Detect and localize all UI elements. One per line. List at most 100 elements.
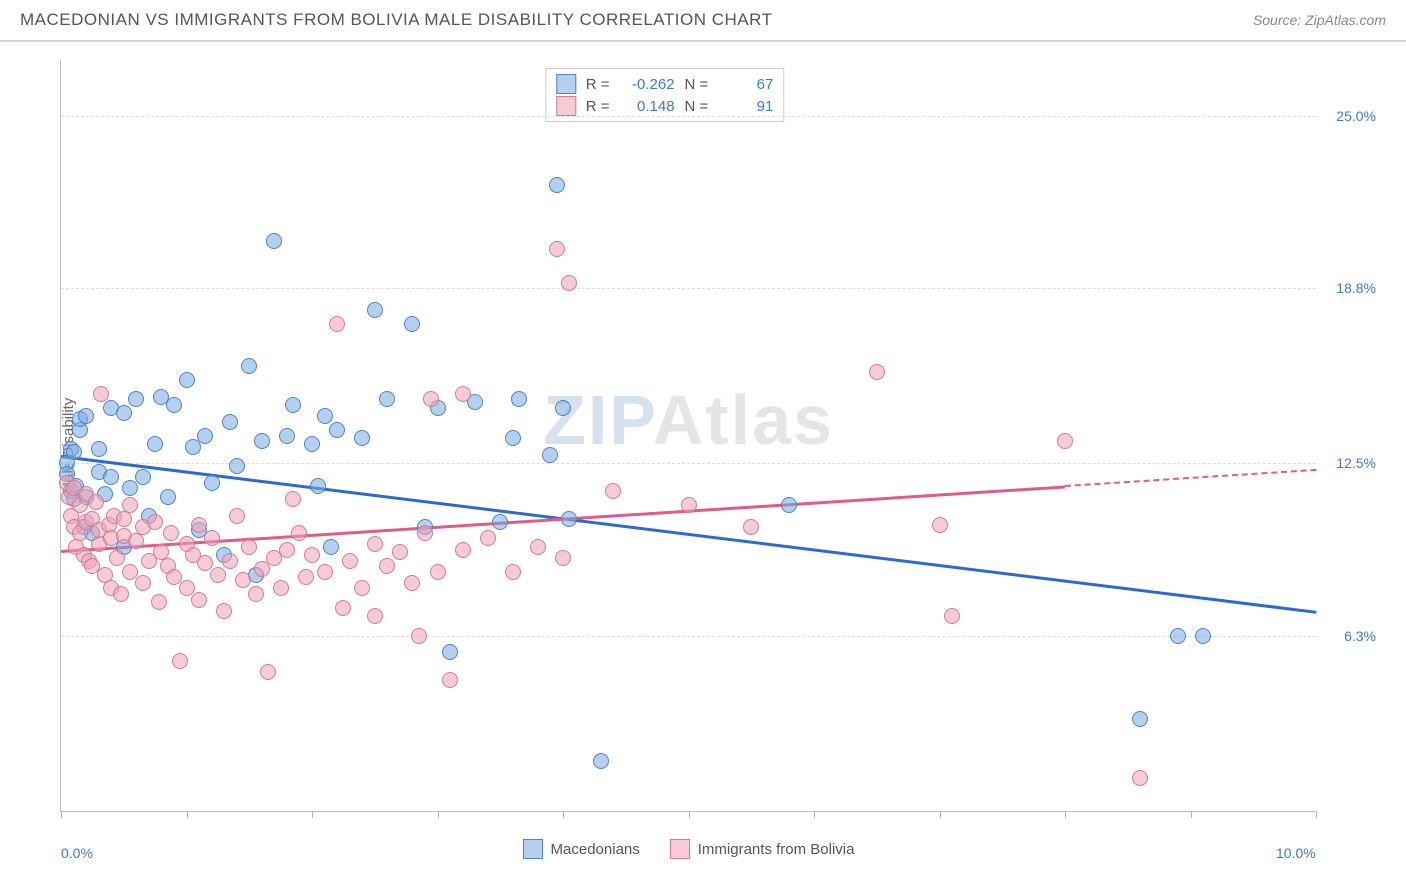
n-value: 67 [718, 76, 773, 93]
data-point [404, 575, 420, 591]
legend-series: Macedonians Immigrants from Bolivia [523, 839, 855, 859]
data-point [304, 547, 320, 563]
data-point [304, 436, 320, 452]
x-tick-label: 0.0% [61, 845, 93, 861]
chart-source: Source: ZipAtlas.com [1253, 12, 1386, 28]
data-point [455, 386, 471, 402]
data-point [91, 441, 107, 457]
data-point [549, 241, 565, 257]
data-point [291, 525, 307, 541]
data-point [329, 316, 345, 332]
y-tick-label: 6.3% [1344, 628, 1376, 644]
data-point [172, 653, 188, 669]
data-point [260, 664, 276, 680]
data-point [147, 436, 163, 452]
data-point [1132, 711, 1148, 727]
data-point [367, 302, 383, 318]
data-point [128, 533, 144, 549]
data-point [593, 753, 609, 769]
data-point [329, 422, 345, 438]
data-point [88, 494, 104, 510]
legend-label: Macedonians [551, 841, 640, 858]
data-point [354, 580, 370, 596]
legend-swatch [670, 839, 690, 859]
data-point [367, 536, 383, 552]
x-tick [940, 811, 941, 818]
legend-item: Macedonians [523, 839, 640, 859]
x-tick [312, 811, 313, 818]
data-point [116, 405, 132, 421]
chart-header: MACEDONIAN VS IMMIGRANTS FROM BOLIVIA MA… [0, 0, 1406, 42]
data-point [505, 430, 521, 446]
data-point [317, 564, 333, 580]
n-value: 91 [718, 98, 773, 115]
data-point [455, 542, 471, 558]
data-point [354, 430, 370, 446]
data-point [229, 458, 245, 474]
data-point [216, 603, 232, 619]
data-point [235, 572, 251, 588]
data-point [128, 391, 144, 407]
data-point [241, 539, 257, 555]
data-point [392, 544, 408, 560]
data-point [743, 519, 759, 535]
data-point [103, 469, 119, 485]
data-point [404, 316, 420, 332]
data-point [323, 539, 339, 555]
x-tick [187, 811, 188, 818]
data-point [185, 439, 201, 455]
legend-swatch [556, 74, 576, 94]
plot-region: ZIPAtlas R =-0.262N =67R =0.148N =91 Mac… [60, 60, 1316, 812]
x-tick [1065, 811, 1066, 818]
y-tick-label: 25.0% [1336, 108, 1376, 124]
data-point [944, 608, 960, 624]
legend-stats: R =-0.262N =67R =0.148N =91 [545, 68, 785, 122]
data-point [273, 580, 289, 596]
data-point [285, 397, 301, 413]
data-point [430, 564, 446, 580]
legend-label: Immigrants from Bolivia [698, 841, 855, 858]
data-point [279, 428, 295, 444]
data-point [248, 586, 264, 602]
data-point [1057, 433, 1073, 449]
data-point [163, 525, 179, 541]
data-point [254, 561, 270, 577]
data-point [555, 400, 571, 416]
x-tick [61, 811, 62, 818]
data-point [122, 480, 138, 496]
x-tick [814, 811, 815, 818]
data-point [197, 428, 213, 444]
data-point [285, 491, 301, 507]
data-point [530, 539, 546, 555]
n-label: N = [685, 76, 709, 93]
data-point [135, 575, 151, 591]
y-tick-label: 12.5% [1336, 455, 1376, 471]
data-point [254, 433, 270, 449]
data-point [166, 397, 182, 413]
data-point [379, 558, 395, 574]
data-point [1132, 770, 1148, 786]
data-point [222, 414, 238, 430]
data-point [66, 444, 82, 460]
chart-title: MACEDONIAN VS IMMIGRANTS FROM BOLIVIA MA… [20, 10, 772, 30]
data-point [317, 408, 333, 424]
y-tick-label: 18.8% [1336, 280, 1376, 296]
data-point [109, 550, 125, 566]
gridline [61, 463, 1316, 464]
data-point [116, 511, 132, 527]
data-point [932, 517, 948, 533]
data-point [160, 489, 176, 505]
r-value: 0.148 [620, 98, 675, 115]
trend-line-dash [1065, 469, 1316, 487]
data-point [555, 550, 571, 566]
data-point [505, 564, 521, 580]
data-point [298, 569, 314, 585]
legend-stat-row: R =0.148N =91 [556, 95, 774, 117]
data-point [367, 608, 383, 624]
data-point [561, 275, 577, 291]
data-point [411, 628, 427, 644]
data-point [423, 391, 439, 407]
r-label: R = [586, 76, 610, 93]
legend-stat-row: R =-0.262N =67 [556, 73, 774, 95]
data-point [781, 497, 797, 513]
